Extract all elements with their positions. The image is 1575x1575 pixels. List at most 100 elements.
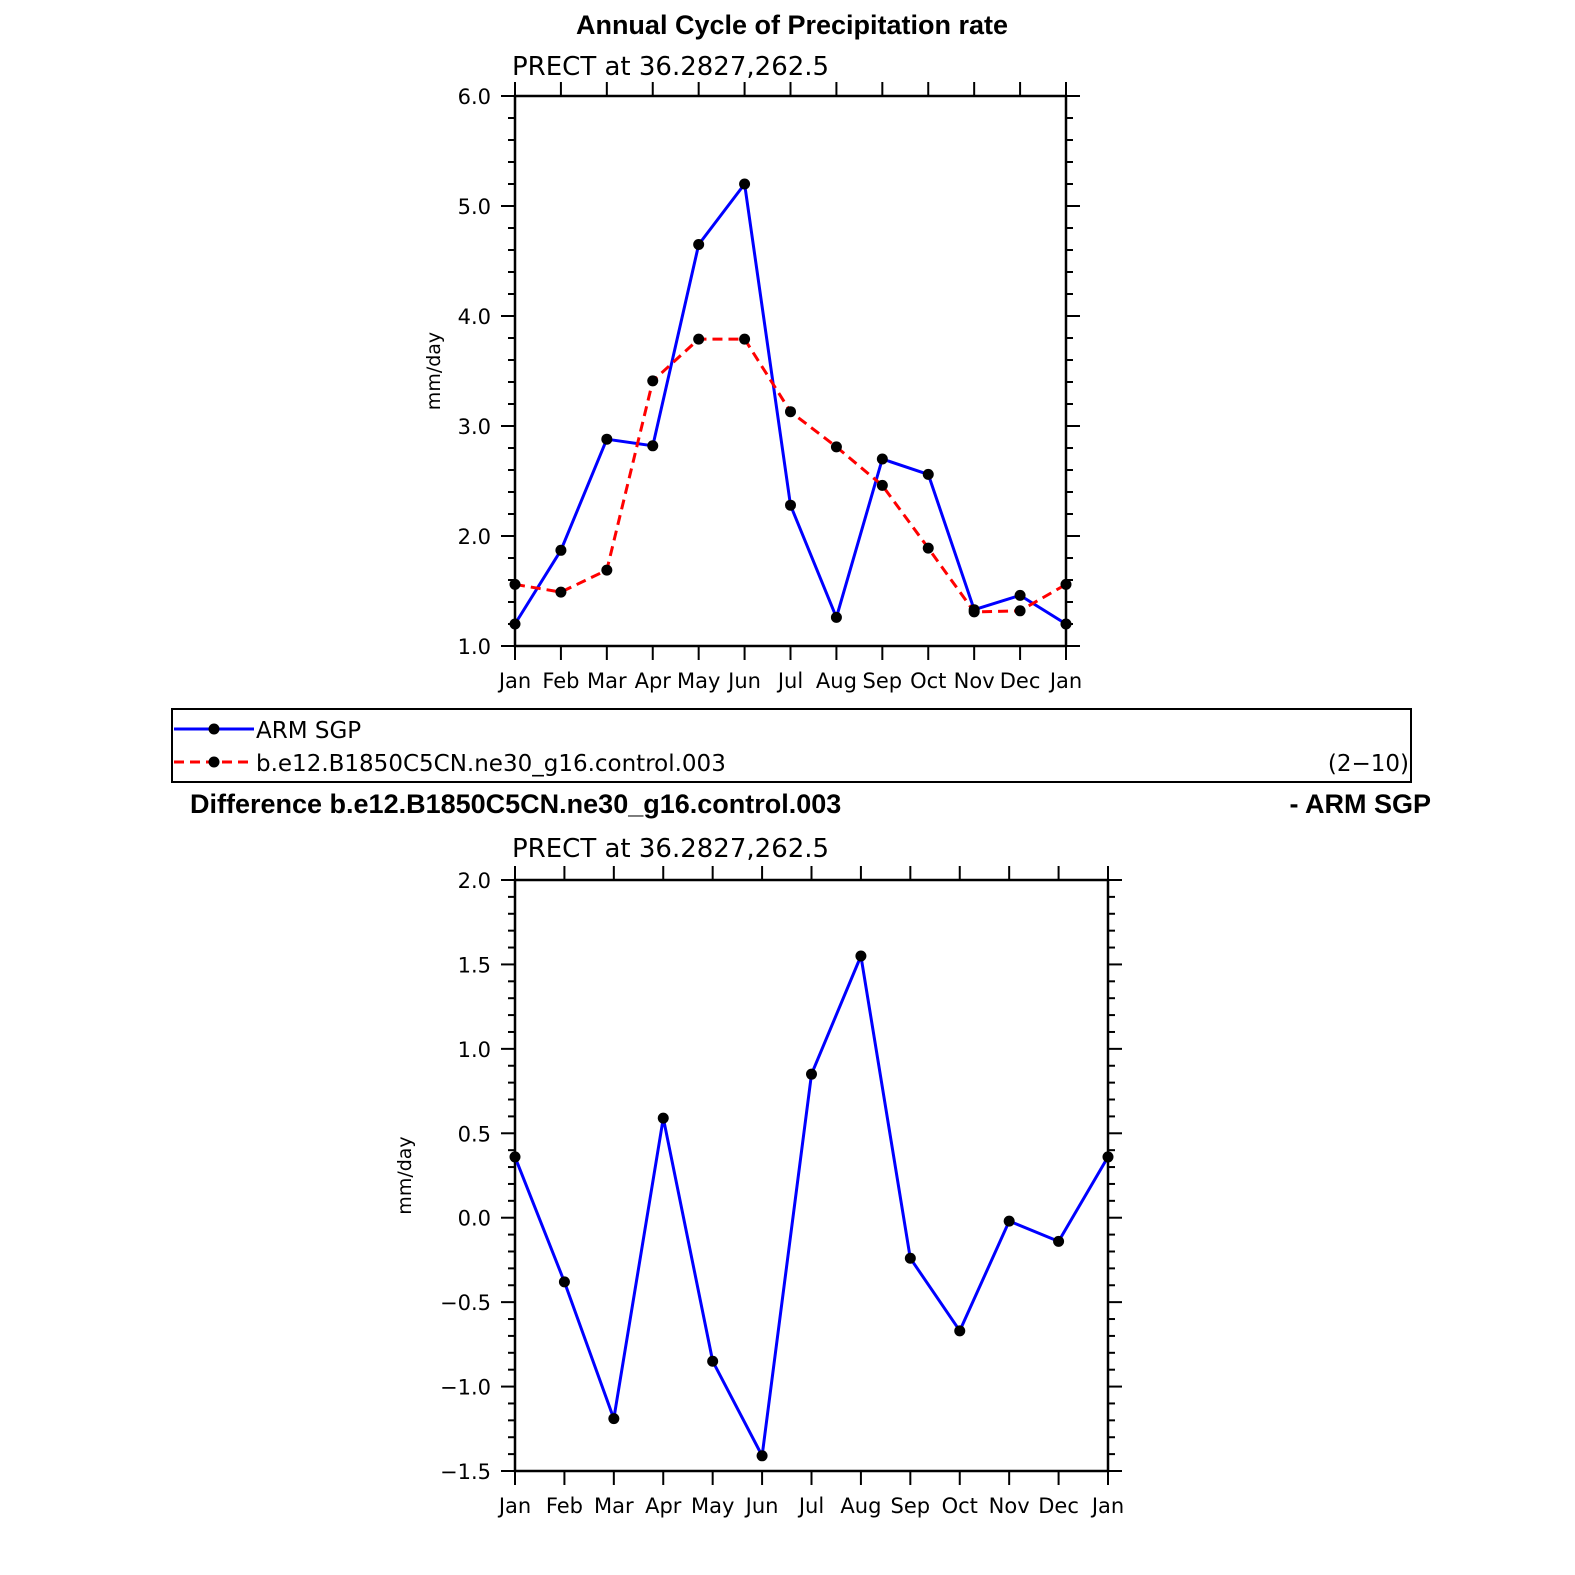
chart2-ytick-label: 1.5 xyxy=(458,953,491,977)
chart1-xtick-label: Jun xyxy=(726,669,761,693)
chart2-ytick-label: −1.0 xyxy=(440,1376,491,1400)
chart1-xtick-label: Mar xyxy=(587,669,627,693)
chart2-series-point-0 xyxy=(855,950,867,962)
chart1-xtick-label: Jan xyxy=(1048,669,1082,693)
chart2-series-point-0 xyxy=(954,1325,966,1337)
chart1-series-point-1 xyxy=(876,479,888,491)
chart1-subtitle: PRECT at 36.2827,262.5 xyxy=(512,52,829,82)
chart2-xtick-label: Apr xyxy=(645,1494,682,1518)
legend-marker-control xyxy=(208,756,220,768)
chart1-series-point-0 xyxy=(647,440,659,452)
chart1-series-point-0 xyxy=(601,433,613,445)
chart1-xtick-label: Sep xyxy=(863,669,903,693)
chart1-ytick-label: 3.0 xyxy=(458,415,491,439)
chart2-xtick-label: Oct xyxy=(942,1494,978,1518)
chart1-series-point-1 xyxy=(693,333,705,345)
chart1-series-point-1 xyxy=(1060,578,1072,590)
chart1-xtick-label: Apr xyxy=(635,669,672,693)
chart1-series-point-0 xyxy=(693,239,705,250)
chart2-series-point-0 xyxy=(806,1068,817,1080)
chart2-series-point-0 xyxy=(509,1151,521,1163)
chart1-series-point-0 xyxy=(1014,589,1026,601)
chart1-series-point-1 xyxy=(647,375,659,387)
chart1-series-point-0 xyxy=(785,499,796,511)
chart1-frame xyxy=(513,94,1068,648)
chart2-xtick-label: Jun xyxy=(744,1494,779,1518)
chart1-plot: 1.0 2.0 3.0 4.0 5.0 6.0 Jan Feb Mar Apr May Jun Jul A… xyxy=(423,82,1082,693)
chart1-series-line-1 xyxy=(514,337,1067,614)
chart1-xtick-label: Feb xyxy=(542,669,579,693)
chart1-series-point-0 xyxy=(509,618,521,630)
chart1-series-point-0 xyxy=(739,178,751,190)
chart2-frame xyxy=(513,878,1110,1473)
chart2-ytick-label: −1.5 xyxy=(440,1460,491,1484)
chart1-series-point-1 xyxy=(601,564,613,576)
legend-label-control: b.e12.B1850C5CN.ne30_g16.control.003 xyxy=(256,751,726,777)
chart2-series-point-0 xyxy=(558,1276,570,1288)
legend-marker-arm-sgp xyxy=(208,723,220,735)
chart1-ytick-label: 5.0 xyxy=(458,195,491,219)
legend-box xyxy=(171,708,1412,783)
chart2-series-point-0 xyxy=(1102,1151,1114,1163)
chart2-title-right: - ARM SGP xyxy=(1290,789,1432,819)
chart2-xtick-label: Nov xyxy=(989,1494,1030,1518)
chart2-xtick-label: Mar xyxy=(594,1494,634,1518)
chart2-xtick-label: Jan xyxy=(1090,1494,1124,1518)
chart2-series-point-0 xyxy=(707,1355,719,1367)
chart1-xtick-label: Oct xyxy=(910,669,946,693)
chart2-subtitle: PRECT at 36.2827,262.5 xyxy=(512,834,829,864)
chart2-title-left: Difference b.e12.B1850C5CN.ne30_g16.cont… xyxy=(190,789,841,819)
chart1-ytick-label: 4.0 xyxy=(458,305,491,329)
chart1-series-point-0 xyxy=(1060,618,1072,630)
chart1-xtick-label: Jan xyxy=(497,669,531,693)
legend: ARM SGP b.e12.B1850C5CN.ne30_g16.control… xyxy=(171,708,1412,783)
chart1-series-point-0 xyxy=(876,453,888,465)
chart2-ytick-label: 0.0 xyxy=(458,1207,491,1231)
chart2-xtick-label: Jul xyxy=(797,1494,824,1518)
chart2-series-point-0 xyxy=(1053,1235,1065,1247)
chart2-series-line-0 xyxy=(513,954,1110,1458)
chart1-series-point-1 xyxy=(968,606,980,618)
chart2-xtick-label: May xyxy=(691,1494,734,1518)
chart1-xtick-label: May xyxy=(677,669,720,693)
legend-label-arm-sgp: ARM SGP xyxy=(256,718,361,744)
chart2-ytick-label: −0.5 xyxy=(440,1291,491,1315)
chart2-ytick-label: 1.0 xyxy=(458,1038,491,1062)
chart1-series-point-1 xyxy=(739,333,751,345)
chart1-title: Annual Cycle of Precipitation rate xyxy=(576,10,1008,40)
chart2-series-point-0 xyxy=(657,1112,669,1124)
chart1-ytick-label: 2.0 xyxy=(458,525,491,549)
chart1-series-point-0 xyxy=(830,611,842,623)
chart1-series-point-1 xyxy=(785,406,796,418)
chart1-series-line-0 xyxy=(513,182,1067,626)
chart1-ytick-label: 6.0 xyxy=(458,85,491,109)
chart2-series-point-0 xyxy=(756,1450,768,1462)
chart1-xtick-label: Dec xyxy=(1000,669,1041,693)
chart1-ylabel: mm/day xyxy=(423,332,445,410)
chart2-xtick-label: Aug xyxy=(840,1494,881,1518)
chart1-xtick-label: Aug xyxy=(816,669,857,693)
chart1-series-point-1 xyxy=(1014,605,1026,617)
chart1-xtick-label: Nov xyxy=(954,669,995,693)
chart2-ytick-label: 0.5 xyxy=(458,1122,491,1146)
chart2-ylabel: mm/day xyxy=(394,1136,416,1214)
chart1-series-point-1 xyxy=(509,578,521,590)
chart2-xtick-label: Dec xyxy=(1038,1494,1079,1518)
chart1-series-point-0 xyxy=(922,468,934,480)
chart2-plot: −1.5 −1.0 −0.5 0.0 0.5 1.0 1.5 2.0 Jan Feb Mar Apr M… xyxy=(394,866,1124,1518)
chart1-series-point-0 xyxy=(555,544,567,556)
chart2-series-point-0 xyxy=(608,1413,620,1425)
chart1-series-point-1 xyxy=(922,542,934,554)
chart2-xtick-label: Feb xyxy=(546,1494,583,1518)
chart2-ytick-label: 2.0 xyxy=(458,869,491,893)
chart1-xtick-label: Jul xyxy=(776,669,803,693)
chart1-series-point-1 xyxy=(555,586,567,598)
chart2-series-point-0 xyxy=(904,1252,916,1264)
chart2-xtick-label: Sep xyxy=(891,1494,931,1518)
chart1-series-point-1 xyxy=(830,441,842,453)
chart1-ytick-label: 1.0 xyxy=(458,635,491,659)
legend-note: (2−10) xyxy=(1328,751,1409,777)
chart2-xtick-label: Jan xyxy=(497,1494,531,1518)
chart2-series-point-0 xyxy=(1003,1215,1015,1227)
